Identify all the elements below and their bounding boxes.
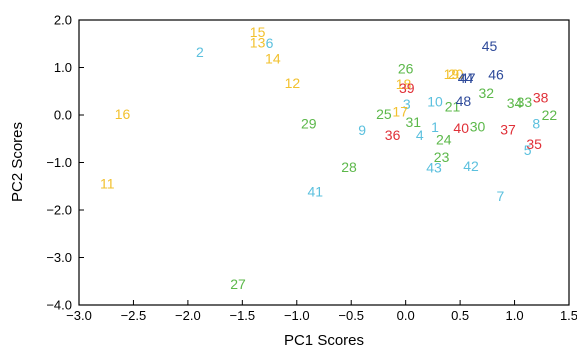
data-point-11: 11 bbox=[100, 175, 115, 191]
y-tick-label: 2.0 bbox=[54, 13, 72, 28]
data-point-45: 45 bbox=[482, 38, 498, 54]
plot-frame bbox=[79, 20, 569, 305]
data-point-38: 38 bbox=[533, 89, 549, 105]
x-tick-label: −1.0 bbox=[284, 308, 310, 323]
data-point-28: 28 bbox=[341, 159, 357, 175]
x-tick-label: 0.5 bbox=[451, 308, 469, 323]
data-point-24: 24 bbox=[436, 132, 452, 148]
x-axis-title: PC1 Scores bbox=[284, 332, 364, 349]
y-tick-label: 0.0 bbox=[54, 108, 72, 123]
data-point-9: 9 bbox=[358, 122, 366, 138]
data-point-46: 46 bbox=[488, 67, 504, 83]
data-point-41: 41 bbox=[307, 183, 323, 199]
data-point-10: 10 bbox=[427, 94, 443, 110]
x-tick-label: −0.5 bbox=[338, 308, 364, 323]
data-point-12: 12 bbox=[285, 75, 301, 91]
y-axis-ticks: 2.0 1.0 0.0 −1.0 −2.0 −3.0 −4.0 bbox=[46, 13, 84, 313]
data-point-30: 30 bbox=[470, 118, 486, 134]
y-axis-title: PC2 Scores bbox=[9, 122, 26, 202]
data-point-39: 39 bbox=[399, 80, 415, 96]
data-point-40: 40 bbox=[453, 120, 469, 136]
y-tick-label: −4.0 bbox=[46, 298, 72, 313]
data-point-6: 6 bbox=[266, 35, 274, 51]
x-tick-label: 1.0 bbox=[506, 308, 524, 323]
x-tick-label: 0.0 bbox=[397, 308, 415, 323]
x-tick-label: −2.0 bbox=[175, 308, 201, 323]
data-point-36: 36 bbox=[385, 127, 401, 143]
data-point-22: 22 bbox=[542, 107, 558, 123]
y-tick-label: −1.0 bbox=[46, 155, 72, 170]
data-point-32: 32 bbox=[478, 85, 494, 101]
data-point-37: 37 bbox=[500, 121, 516, 137]
data-point-43: 43 bbox=[426, 159, 442, 175]
data-point-34: 34 bbox=[507, 95, 523, 111]
data-point-25: 25 bbox=[376, 106, 392, 122]
x-axis-ticks: −3.0 −2.5 −2.0 −1.5 −1.0 −0.5 0.0 0.5 1.0 1.5 bbox=[66, 300, 577, 323]
data-point-27: 27 bbox=[230, 276, 246, 292]
data-point-35: 35 bbox=[526, 136, 542, 152]
data-point-26: 26 bbox=[398, 60, 414, 76]
data-point-14: 14 bbox=[265, 50, 281, 66]
data-point-8: 8 bbox=[532, 116, 540, 132]
data-point-7: 7 bbox=[497, 188, 505, 204]
data-point-48: 48 bbox=[456, 93, 472, 109]
y-tick-label: 1.0 bbox=[54, 60, 72, 75]
data-point-31: 31 bbox=[405, 114, 421, 130]
data-point-2: 2 bbox=[196, 44, 204, 60]
x-tick-label: −1.5 bbox=[229, 308, 255, 323]
y-tick-label: −3.0 bbox=[46, 250, 72, 265]
data-point-47: 47 bbox=[460, 70, 476, 86]
y-tick-label: −2.0 bbox=[46, 203, 72, 218]
data-point-29: 29 bbox=[301, 116, 317, 132]
x-tick-label: 1.5 bbox=[560, 308, 577, 323]
data-point-15: 15 bbox=[250, 24, 266, 40]
data-point-16: 16 bbox=[115, 106, 131, 122]
data-point-42: 42 bbox=[463, 158, 479, 174]
x-tick-label: −2.5 bbox=[121, 308, 147, 323]
